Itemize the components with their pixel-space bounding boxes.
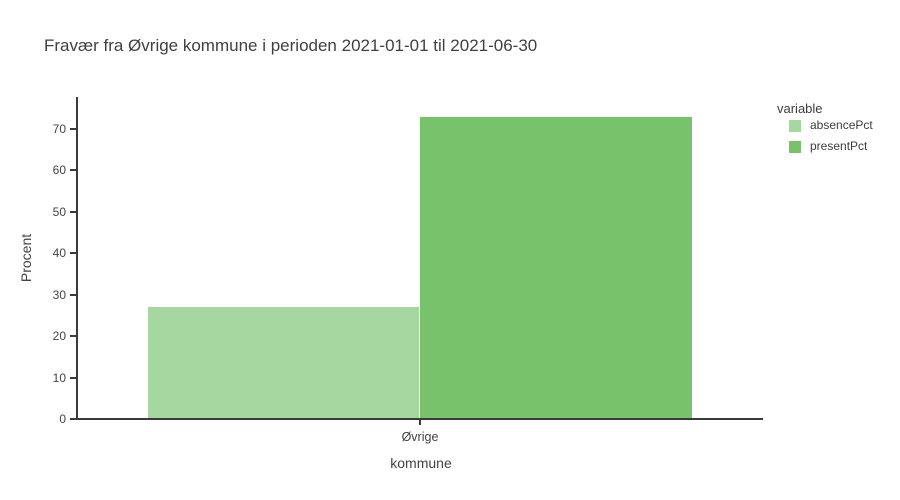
y-tick-mark (70, 127, 76, 130)
y-tick-label: 20 (52, 329, 66, 344)
legend-item-label: absencePct (810, 118, 873, 132)
bar-absencePct (148, 306, 420, 419)
y-tick-label: 0 (59, 412, 66, 426)
legend-item-absencePct[interactable]: absencePct (789, 119, 873, 132)
y-tick-label: 10 (52, 370, 66, 385)
y-tick-label: 30 (52, 287, 66, 302)
y-tick-mark (70, 293, 76, 296)
y-tick-mark (70, 169, 76, 172)
y-tick-mark (70, 335, 76, 338)
legend-swatch (789, 140, 801, 153)
legend-title: variable (777, 101, 823, 116)
y-tick-mark (70, 252, 76, 255)
y-axis-title: Procent (18, 233, 34, 283)
y-axis-line (76, 97, 78, 420)
y-tick-mark (70, 210, 76, 213)
x-tick-label: Øvrige (401, 430, 439, 444)
legend-item-presentPct[interactable]: presentPct (789, 140, 867, 153)
y-tick-label: 60 (52, 163, 66, 178)
legend-item-label: presentPct (810, 139, 868, 153)
y-tick-mark (70, 376, 76, 379)
y-tick-mark (70, 418, 76, 420)
y-tick-label: 40 (52, 246, 66, 261)
x-tick-mark (419, 420, 421, 425)
y-tick-label: 70 (52, 121, 66, 136)
bar-presentPct (420, 116, 692, 419)
x-axis-title: kommune (390, 455, 452, 471)
x-axis-line (76, 418, 763, 420)
legend-swatch (789, 119, 801, 132)
chart-title: Fravær fra Øvrige kommune i perioden 202… (44, 36, 538, 55)
y-tick-label: 50 (52, 204, 66, 219)
